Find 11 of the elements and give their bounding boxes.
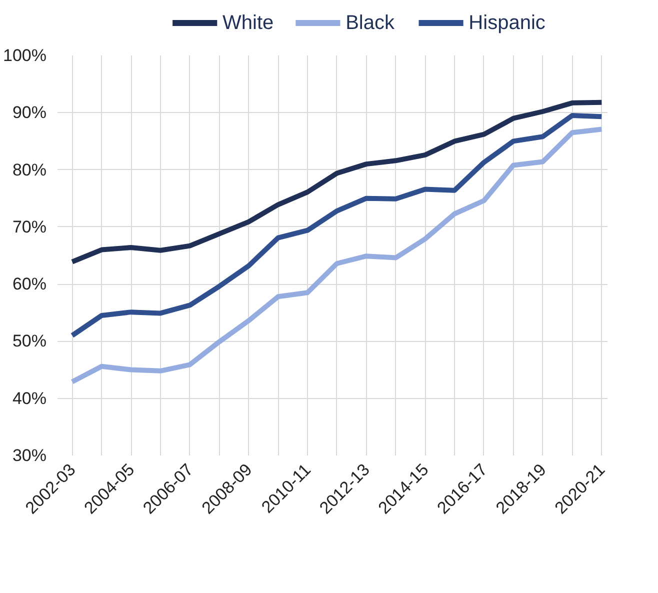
- y-tick-label: 70%: [12, 217, 47, 236]
- y-tick-label: 60%: [12, 274, 47, 294]
- y-tick-label: 30%: [12, 446, 47, 465]
- y-tick-label: 80%: [12, 160, 47, 180]
- y-tick-label: 100%: [3, 46, 47, 65]
- y-tick-label: 40%: [12, 388, 47, 408]
- legend-label: Black: [346, 12, 396, 34]
- legend-label: Hispanic: [468, 12, 546, 34]
- y-tick-label: 90%: [12, 103, 47, 122]
- legend-label: White: [222, 12, 274, 34]
- y-tick-label: 50%: [12, 332, 47, 351]
